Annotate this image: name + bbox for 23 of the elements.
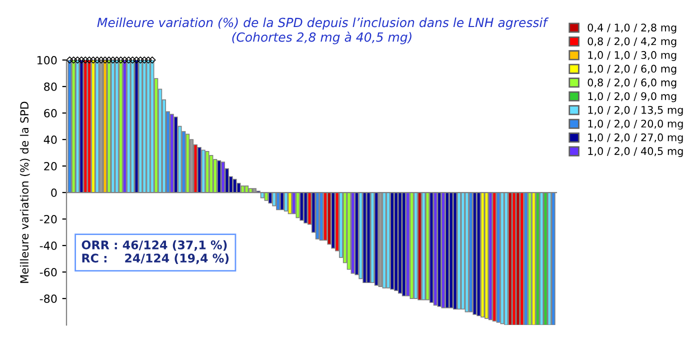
y-tick-label: 20 <box>44 162 57 170</box>
legend-label: 1,0 / 2,0 / 6,0 mg <box>588 64 676 75</box>
legend-label: 1,0 / 2,0 / 9,0 mg <box>588 92 676 102</box>
legend-label: 0,8 / 2,0 / 4,2 mg <box>588 37 676 48</box>
y-tick-label: 100 <box>37 56 57 64</box>
y-tick-label: -80 <box>40 294 57 303</box>
legend-label: 0,8 / 2,0 / 6,0 mg <box>588 78 676 88</box>
y-tick-label: -40 <box>40 242 57 250</box>
legend-label: 0,4 / 1,0 / 2,8 mg <box>588 24 676 34</box>
y-axis-title: Meilleure variation (%) de la SPD <box>20 102 30 283</box>
legend-label: 1,0 / 2,0 / 20,0 mg <box>588 120 683 130</box>
legend-label: 1,0 / 2,0 / 27,0 mg <box>588 133 683 144</box>
legend-label: 1,0 / 1,0 / 3,0 mg <box>588 51 676 61</box>
y-tick-label: -60 <box>40 268 57 276</box>
y-tick-label: -20 <box>40 215 57 224</box>
chart-title: Meilleure variation (%) de la SPD depuis l’inclusion dans le LNH agressif (Cohortes 2,8 mg à 40,5 mg) <box>97 18 549 44</box>
y-tick-label: 0 <box>51 188 57 197</box>
annotation: ORR : 46/124 (37,1 %) RC : 24/124 (19,4 %) <box>82 240 229 264</box>
y-tick-label: 80 <box>44 82 57 91</box>
y-tick-label: 40 <box>44 135 57 144</box>
legend-label: 1,0 / 2,0 / 40,5 mg <box>588 147 683 158</box>
y-tick-label: 60 <box>44 108 57 118</box>
legend-label: 1,0 / 2,0 / 13,5 mg <box>588 106 683 116</box>
